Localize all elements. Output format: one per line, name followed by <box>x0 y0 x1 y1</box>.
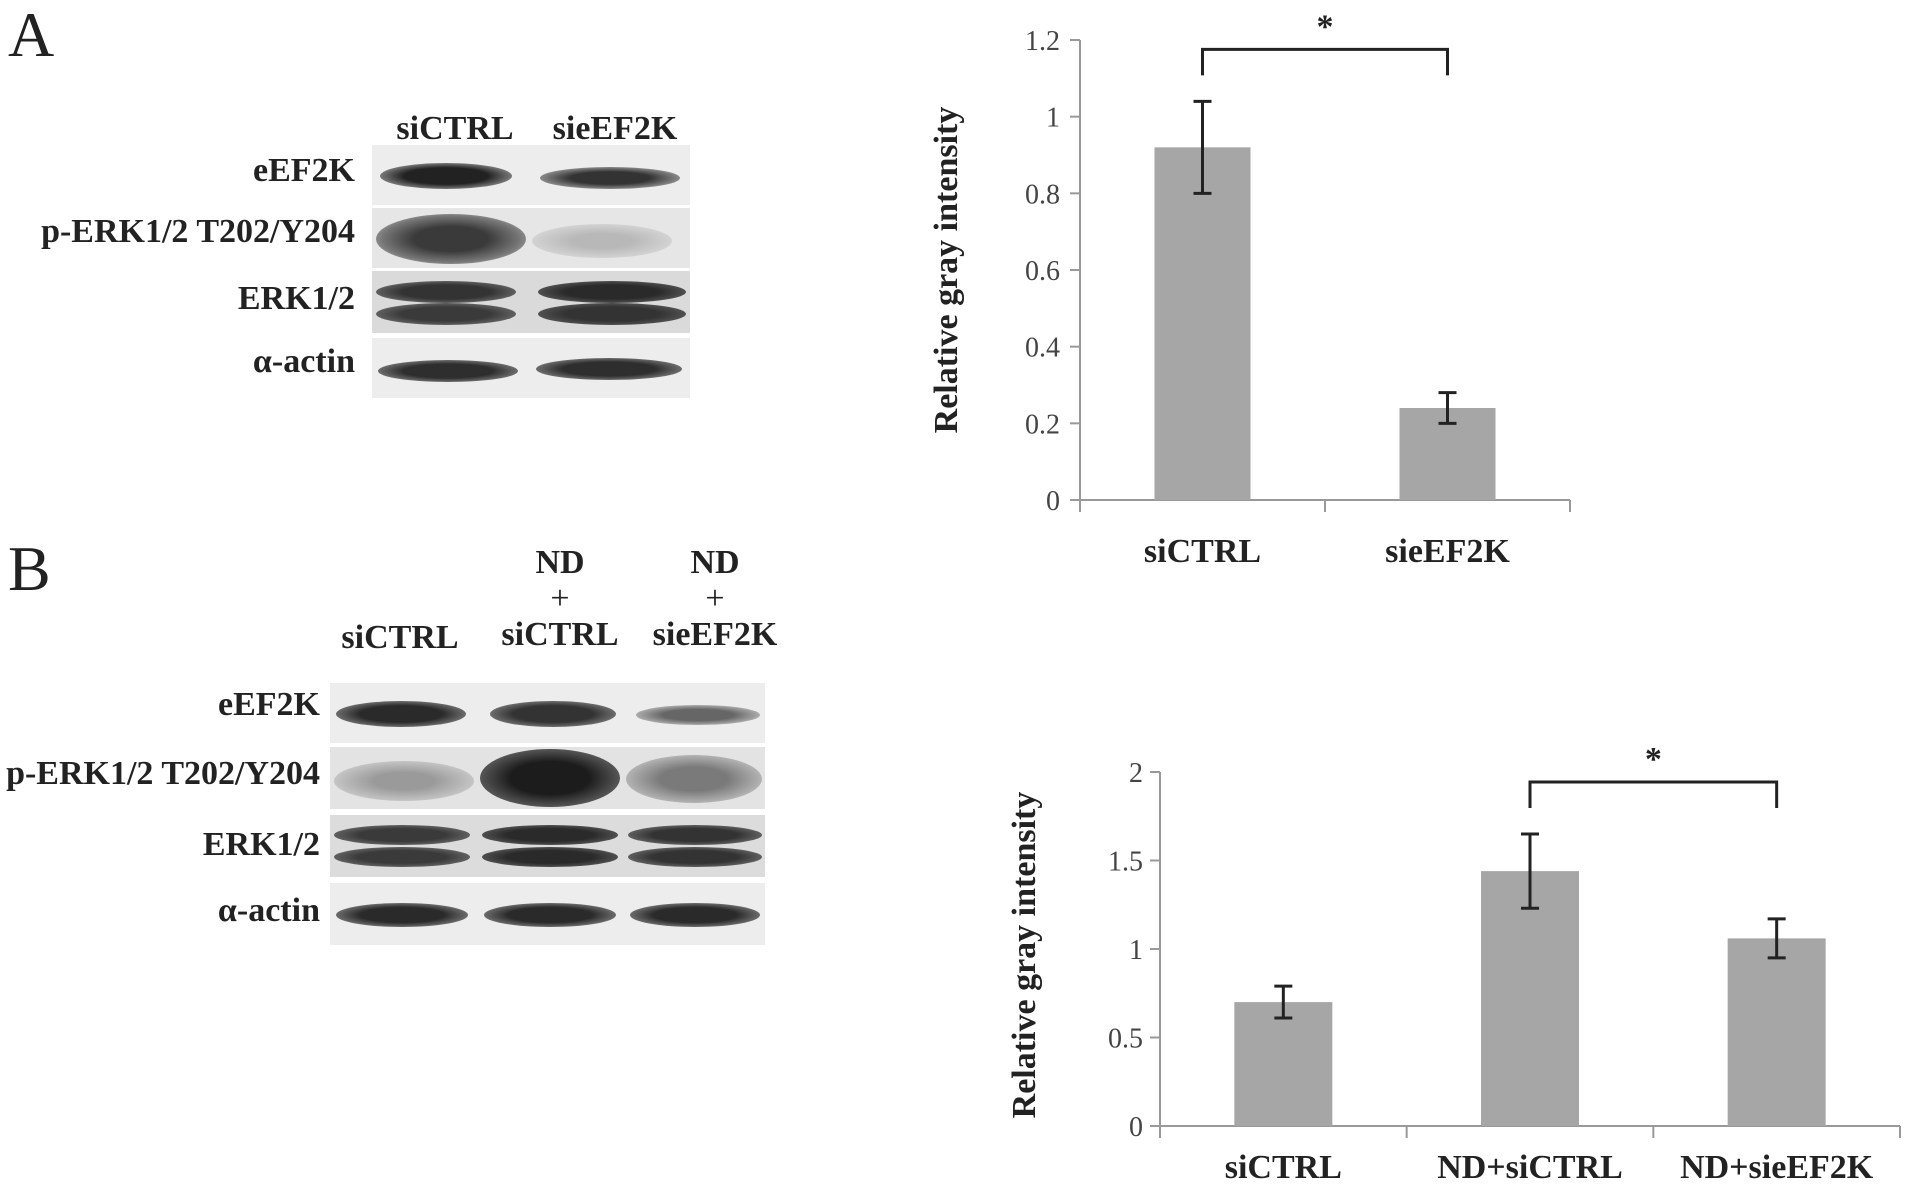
blot-band <box>480 749 620 807</box>
y-tick-label: 1 <box>1046 103 1060 134</box>
panel-b-blot-actin <box>330 883 765 945</box>
panel-a-letter: A <box>8 0 55 70</box>
lane-header-line: ND <box>535 544 585 581</box>
panel-a-blot-erk <box>372 271 690 333</box>
blot-band <box>334 825 470 845</box>
y-tick-label: 0.8 <box>1025 179 1060 210</box>
significance-bracket <box>1528 780 1779 808</box>
lane-header-line: siCTRL <box>341 619 459 656</box>
y-tick-label: 0.6 <box>1025 256 1060 287</box>
panel-b-lane-header: siCTRL <box>320 616 480 660</box>
significance-bracket <box>1201 47 1449 76</box>
y-axis-label: Relative gray intensity <box>928 107 965 434</box>
panel-b-blot-erk <box>330 815 765 877</box>
lane-header-line: siCTRL <box>501 616 619 653</box>
lane-header-line: sieEF2K <box>652 616 778 653</box>
y-tick-label: 0.2 <box>1025 409 1060 440</box>
panel-b-blot-eef2k <box>330 683 765 743</box>
blot-band <box>628 825 762 845</box>
lane-header-line: + <box>705 580 725 617</box>
panel-a-row-label: eEF2K <box>253 152 355 189</box>
x-category-label: ND+sieEF2K <box>1680 1149 1874 1186</box>
blot-band <box>482 847 618 867</box>
lane-header-line: + <box>550 580 570 617</box>
panel-b-letter: B <box>8 533 51 604</box>
y-tick-label: 1.5 <box>1108 847 1143 878</box>
blot-band <box>630 903 760 927</box>
y-tick-label: 2 <box>1129 758 1143 789</box>
panel-a-lane-header: siCTRL <box>396 110 514 147</box>
y-axis-label: Relative gray intensity <box>1006 792 1043 1119</box>
bar <box>1154 147 1251 501</box>
panel-b-lane-header: ND + siCTRL <box>470 545 650 653</box>
blot-band <box>628 847 762 867</box>
blot-band <box>376 281 516 303</box>
x-category-label: ND+siCTRL <box>1437 1149 1623 1186</box>
panel-b-row-label: ERK1/2 <box>202 826 320 863</box>
x-category-label: siCTRL <box>1225 1149 1342 1186</box>
bar <box>1234 1002 1333 1126</box>
y-tick-label: 0.4 <box>1025 333 1060 364</box>
panel-a-lane-header: sieEF2K <box>552 110 678 147</box>
y-tick-label: 0.5 <box>1108 1024 1143 1055</box>
blot-band <box>538 281 686 303</box>
blot-band <box>334 847 470 867</box>
significance-marker: * <box>1645 741 1662 778</box>
blot-band <box>376 214 526 264</box>
blot-band <box>334 761 474 801</box>
blot-band <box>336 903 468 927</box>
panel-b-blot-perk <box>330 747 765 809</box>
panel-b-row-label: eEF2K <box>218 686 320 723</box>
panel-b-row-label: α-actin <box>217 892 320 929</box>
bar <box>1727 938 1826 1126</box>
y-tick-label: 0 <box>1046 486 1060 517</box>
blot-band <box>538 303 686 325</box>
blot-band <box>336 701 466 727</box>
blot-band <box>484 903 616 927</box>
blot-band <box>540 167 680 189</box>
panel-a-row-label: ERK1/2 <box>237 280 355 317</box>
blot-band <box>626 755 762 803</box>
blot-band <box>376 303 516 325</box>
panel-a-row-label: α-actin <box>252 343 355 380</box>
bar <box>1481 871 1579 1126</box>
blot-band <box>378 360 518 382</box>
blot-band <box>482 825 618 845</box>
blot-band <box>636 705 760 725</box>
blot-band <box>536 358 682 380</box>
blot-band <box>532 224 672 258</box>
y-tick-label: 1.2 <box>1025 26 1060 57</box>
x-category-label: sieEF2K <box>1385 533 1510 570</box>
panel-a-row-label: p-ERK1/2 T202/Y204 <box>41 213 355 250</box>
significance-marker: * <box>1317 8 1334 45</box>
panel-a-blot-actin <box>372 338 690 398</box>
y-tick-label: 1 <box>1129 935 1143 966</box>
y-tick-label: 0 <box>1129 1112 1143 1143</box>
blot-band <box>490 701 616 727</box>
panel-b-lane-header: ND + sieEF2K <box>625 545 805 653</box>
x-category-label: siCTRL <box>1144 533 1261 570</box>
lane-header-line: ND <box>690 544 740 581</box>
panel-a-blot-perk <box>372 208 690 268</box>
blot-band <box>380 163 512 189</box>
panel-a-blot-eef2k <box>372 145 690 205</box>
panel-b-row-label: p-ERK1/2 T202/Y204 <box>6 755 320 792</box>
